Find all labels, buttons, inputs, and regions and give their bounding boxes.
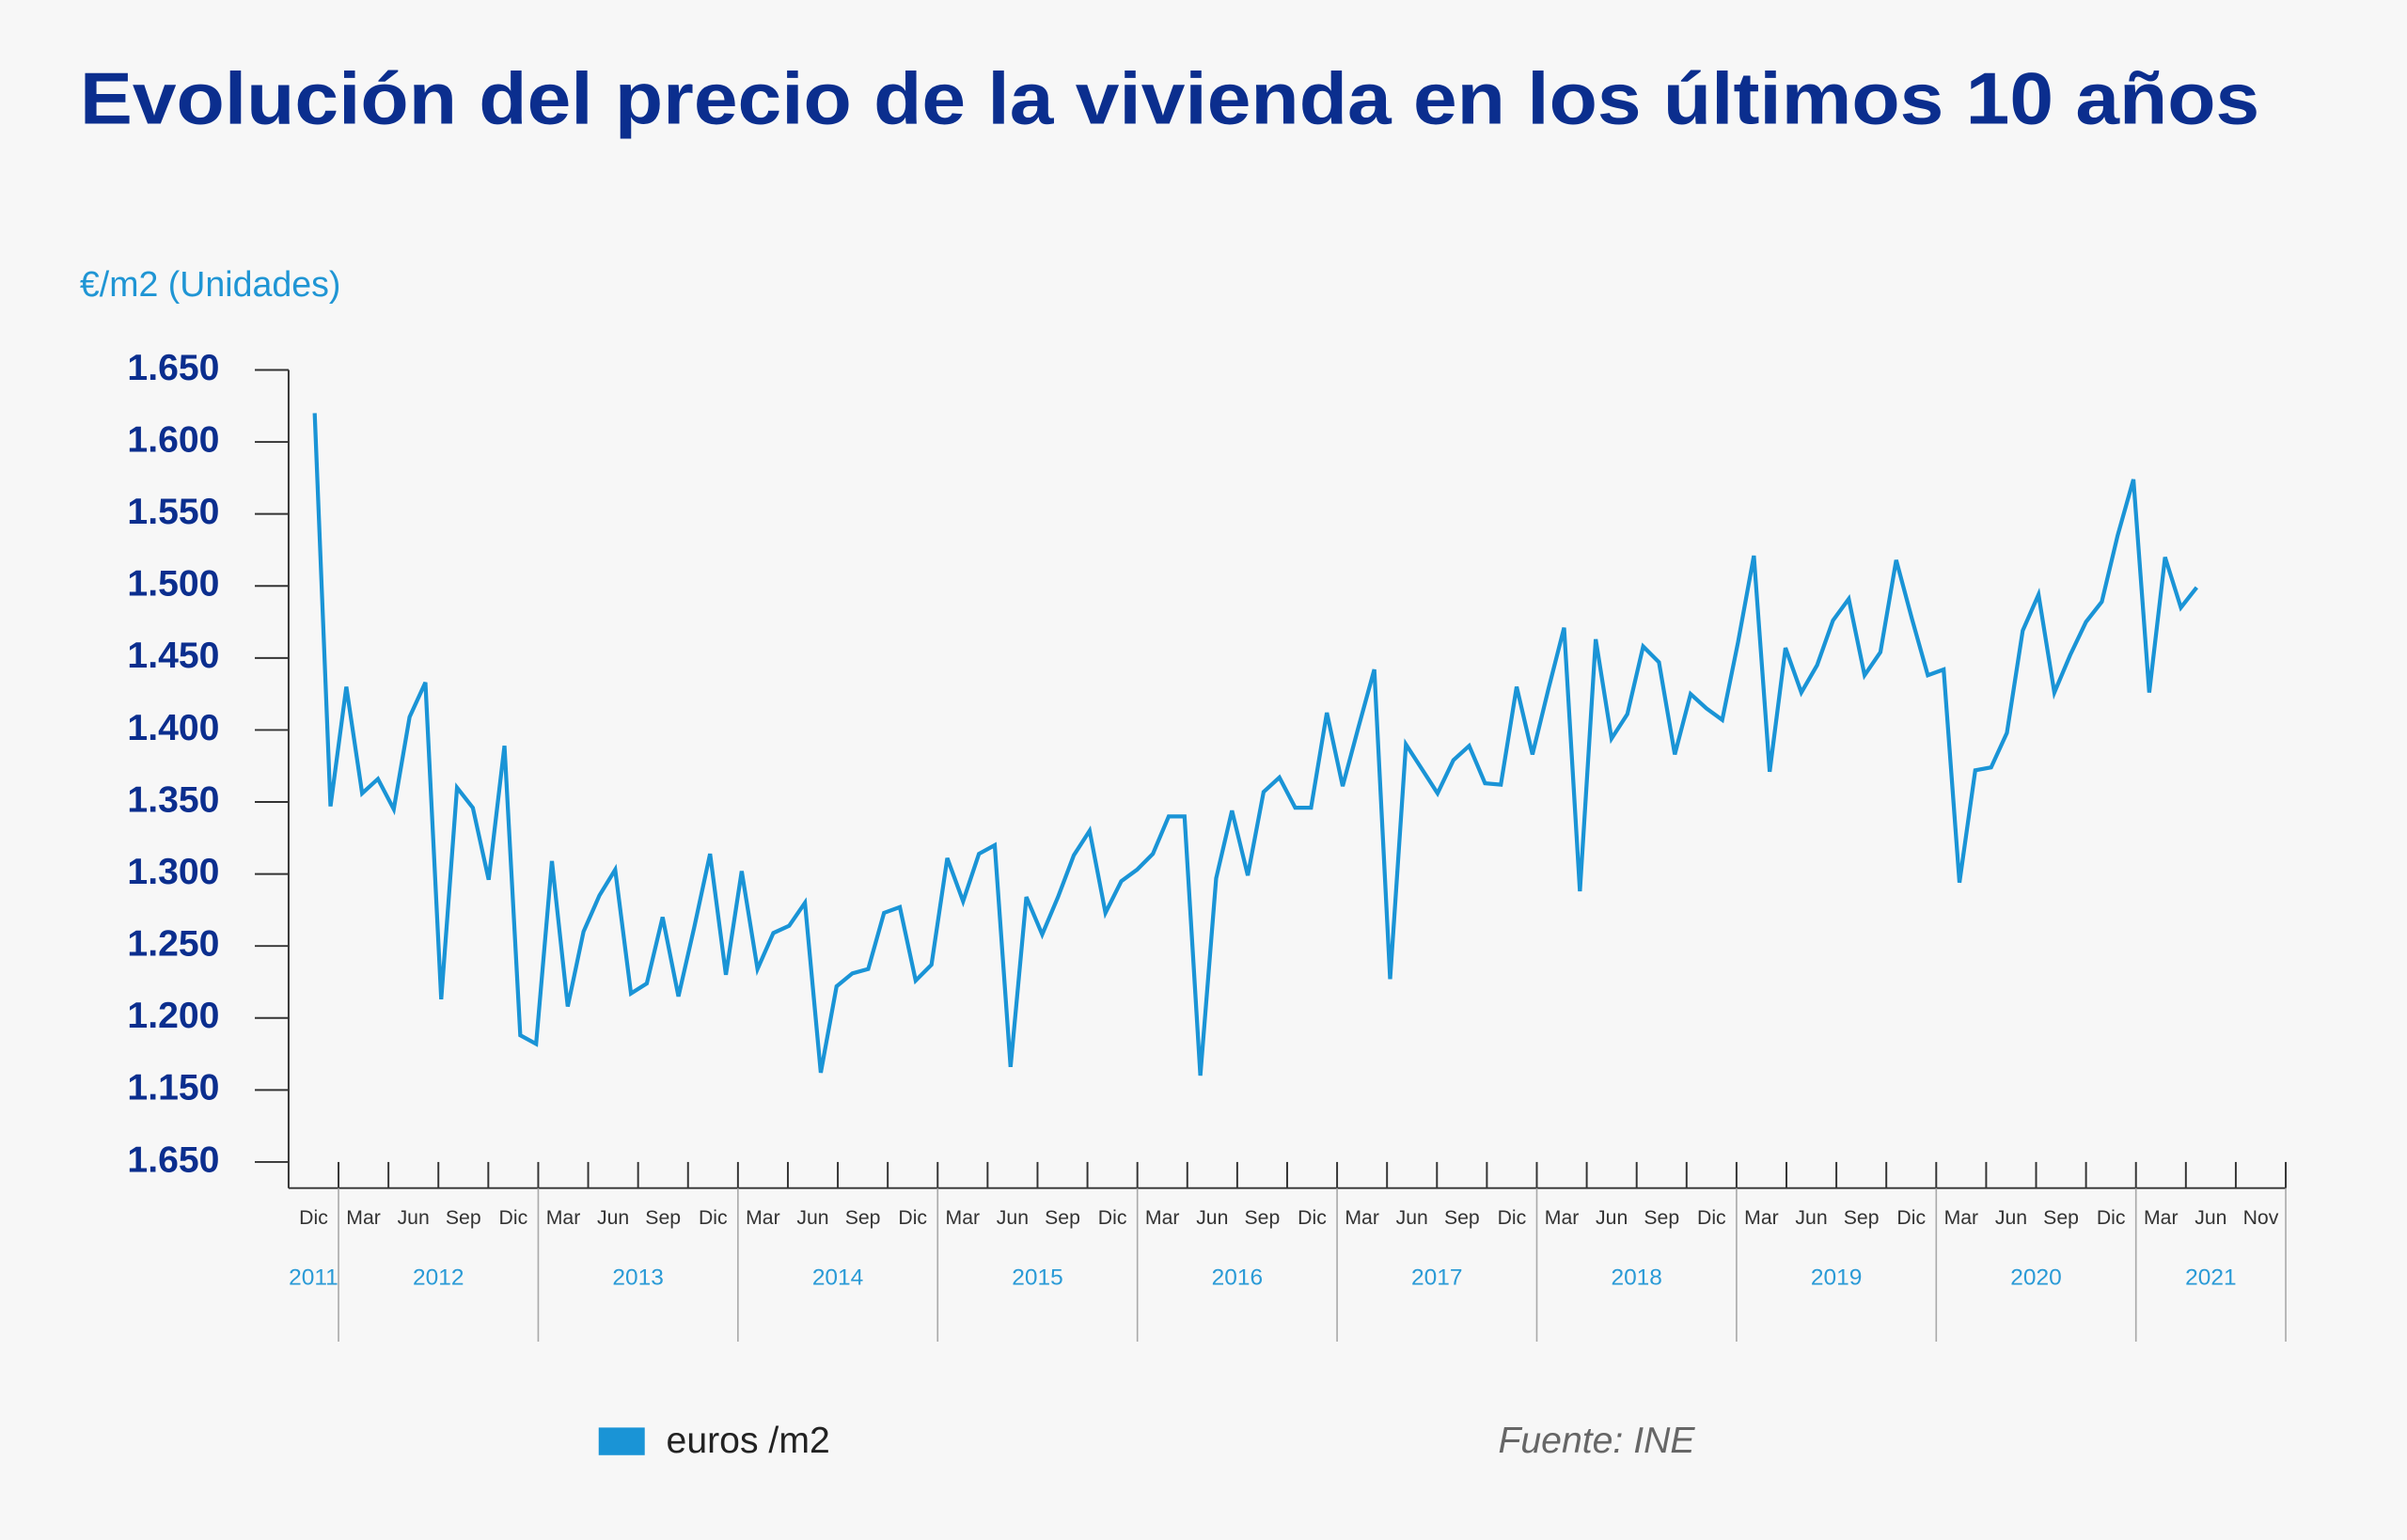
x-tick-label: Jun (1795, 1207, 1827, 1229)
year-label: 2013 (612, 1265, 663, 1290)
year-label: 2014 (812, 1265, 863, 1290)
x-tick-label: Jun (597, 1207, 629, 1229)
x-tick-label: Jun (1396, 1207, 1428, 1229)
x-tick-label: Mar (1744, 1207, 1779, 1229)
x-tick-label: Sep (645, 1207, 681, 1229)
x-tick-label: Sep (845, 1207, 881, 1229)
y-tick-label: 1.650 (127, 348, 219, 388)
x-tick-label: Jun (1196, 1207, 1228, 1229)
x-tick-label: Sep (446, 1207, 481, 1229)
y-tick-label: 1.600 (127, 419, 219, 460)
data-line (312, 413, 2198, 1076)
x-tick-label: Sep (2043, 1207, 2079, 1229)
x-tick-label: Dic (898, 1207, 927, 1229)
x-tick-label: Mar (946, 1207, 981, 1229)
x-tick-label: Dic (1498, 1207, 1527, 1229)
x-tick-label: Jun (796, 1207, 828, 1229)
x-tick-label: Dic (1697, 1207, 1726, 1229)
x-tick-label: Jun (1995, 1207, 2027, 1229)
x-tick-label: Dic (299, 1207, 328, 1229)
year-label: 2015 (1012, 1265, 1062, 1290)
y-tick-label: 1.250 (127, 924, 219, 965)
year-label: 2016 (1212, 1265, 1263, 1290)
x-tick-label: Mar (1145, 1207, 1180, 1229)
chart-title: Evolución del precio de la vivienda en l… (80, 57, 2259, 140)
x-tick-label: Dic (499, 1207, 528, 1229)
x-tick-label: Jun (997, 1207, 1029, 1229)
y-tick-label: 1.200 (127, 996, 219, 1036)
x-tick-label: Dic (699, 1207, 728, 1229)
y-axis-label: €/m2 (Unidades) (80, 264, 341, 304)
year-label: 2017 (1411, 1265, 1462, 1290)
y-tick-label: 1.150 (127, 1068, 219, 1108)
x-tick-label: Sep (1644, 1207, 1679, 1229)
x-tick-label: Mar (1944, 1207, 1979, 1229)
y-tick-label: 1.300 (127, 852, 219, 892)
year-label: 2018 (1611, 1265, 1661, 1290)
year-label: 2020 (2010, 1265, 2061, 1290)
year-label: 2021 (2185, 1265, 2236, 1290)
y-tick-label: 1.450 (127, 636, 219, 676)
y-tick-label: 1.550 (127, 492, 219, 532)
x-tick-label: Mar (346, 1207, 381, 1229)
x-tick-label: Dic (1896, 1207, 1926, 1229)
x-tick-label: Jun (1596, 1207, 1628, 1229)
x-tick-label: Jun (398, 1207, 430, 1229)
y-tick-label: 1.650 (127, 1139, 219, 1180)
x-tick-label: Mar (1545, 1207, 1580, 1229)
x-tick-label: Mar (746, 1207, 780, 1229)
x-tick-label: Sep (1444, 1207, 1480, 1229)
y-tick-label: 1.400 (127, 708, 219, 748)
x-tick-label: Dic (1298, 1207, 1327, 1229)
year-label: 2011 (289, 1265, 338, 1290)
x-tick-label: Mar (1345, 1207, 1379, 1229)
y-tick-label: 1.500 (127, 564, 219, 605)
x-tick-label: Sep (1844, 1207, 1880, 1229)
y-tick-label: 1.350 (127, 779, 219, 820)
x-tick-label: Sep (1045, 1207, 1080, 1229)
year-label: 2012 (413, 1265, 464, 1290)
x-tick-label: Mar (546, 1207, 581, 1229)
x-tick-label: Dic (1098, 1207, 1127, 1229)
legend-label: euros /m2 (667, 1421, 830, 1461)
x-tick-label: Nov (2243, 1207, 2279, 1229)
year-label: 2019 (1811, 1265, 1862, 1290)
legend-swatch (598, 1427, 645, 1455)
x-tick-label: Dic (2097, 1207, 2126, 1229)
x-tick-label: Jun (2195, 1207, 2226, 1229)
x-tick-label: Mar (2144, 1207, 2179, 1229)
source: Fuente: INE (1498, 1421, 1695, 1461)
x-tick-label: Sep (1245, 1207, 1281, 1229)
